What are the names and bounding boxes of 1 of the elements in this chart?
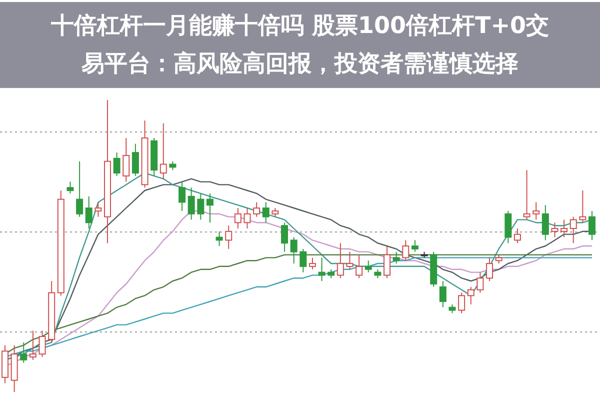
chart-title: 十倍杠杆一月能赚十倍吗 股票100倍杠杆T+0交易平台：高风险高回报，投资者需谨慎选择 (50, 12, 550, 79)
